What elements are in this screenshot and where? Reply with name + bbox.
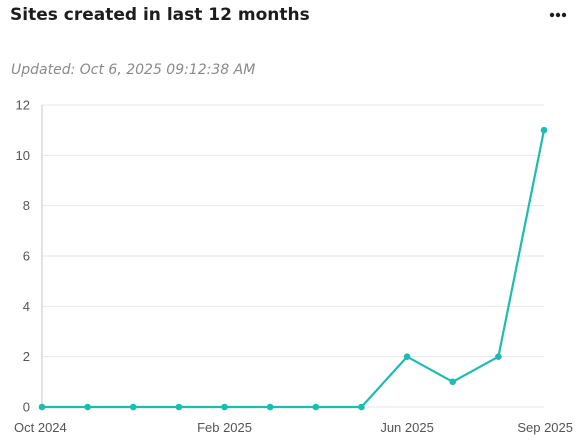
data-point-markers xyxy=(38,126,548,411)
data-point-2025-09[interactable] xyxy=(540,126,548,134)
data-point-2025-01[interactable] xyxy=(175,403,183,411)
y-tick-label-8: 8 xyxy=(23,198,30,213)
data-point-2024-12[interactable] xyxy=(129,403,137,411)
y-axis-tick-labels: 0 2 4 6 8 10 12 xyxy=(16,98,30,415)
x-tick-label-2025-09: Sep 2025 xyxy=(517,420,573,435)
grid-lines xyxy=(42,104,544,358)
x-tick-label-2025-06: Jun 2025 xyxy=(380,420,434,435)
data-point-2025-03[interactable] xyxy=(266,403,274,411)
data-point-2025-08[interactable] xyxy=(495,353,502,360)
data-point-2025-05[interactable] xyxy=(358,403,365,411)
series-line xyxy=(40,129,546,409)
more-horizontal-icon xyxy=(549,12,567,18)
x-axis-tick-labels: Oct 2024 Feb 2025 Jun 2025 Sep 2025 xyxy=(14,420,573,435)
y-tick-label-12: 12 xyxy=(16,98,30,113)
card-header: Sites created in last 12 months xyxy=(0,0,588,34)
data-point-2025-07[interactable] xyxy=(449,378,457,386)
card-title: Sites created in last 12 months xyxy=(10,5,310,25)
y-tick-label-6: 6 xyxy=(23,249,30,264)
y-tick-label-0: 0 xyxy=(23,400,30,415)
more-options-button[interactable] xyxy=(544,4,572,26)
y-tick-label-2: 2 xyxy=(23,349,30,364)
data-point-2025-06[interactable] xyxy=(403,353,411,360)
data-point-2024-10[interactable] xyxy=(38,403,46,411)
series-sites-created xyxy=(40,129,546,409)
y-tick-label-4: 4 xyxy=(23,299,30,314)
x-tick-label-2024-10: Oct 2024 xyxy=(14,420,67,435)
data-point-2025-02[interactable] xyxy=(221,403,228,411)
y-tick-label-10: 10 xyxy=(16,148,30,163)
updated-timestamp: Updated: Oct 6, 2025 09:12:38 AM xyxy=(11,62,256,78)
data-point-2025-04[interactable] xyxy=(312,403,320,411)
x-tick-label-2025-02: Feb 2025 xyxy=(197,420,252,435)
data-point-2024-11[interactable] xyxy=(84,403,91,411)
